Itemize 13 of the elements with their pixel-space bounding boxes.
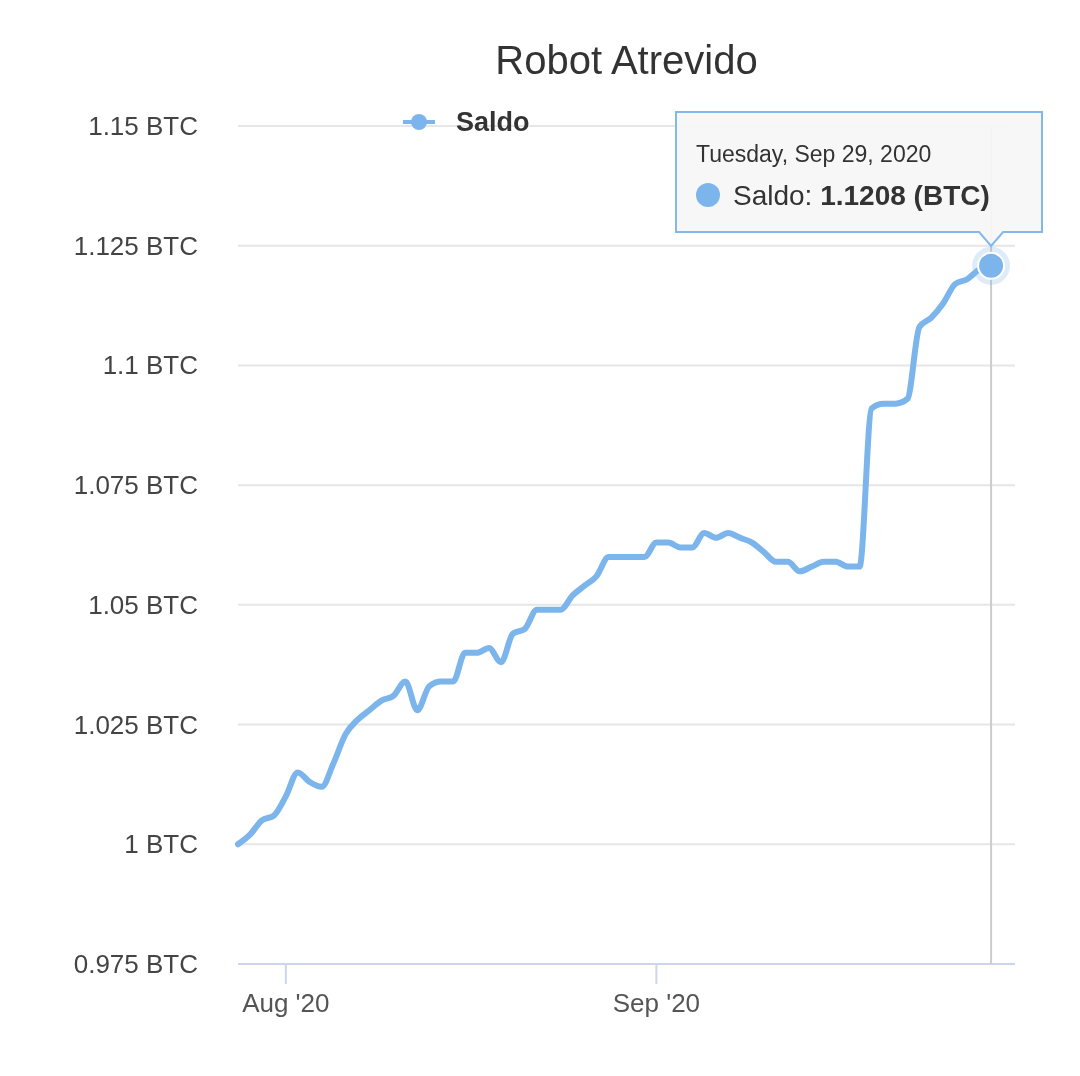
- y-tick-label: 1.1 BTC: [102, 350, 198, 381]
- y-tick-label: 0.975 BTC: [73, 949, 198, 979]
- chart-title: Robot Atrevido: [495, 38, 758, 82]
- legend-label: Saldo: [456, 107, 530, 137]
- y-tick-label: 1.05 BTC: [88, 589, 198, 620]
- y-tick-label: 1.125 BTC: [73, 230, 198, 261]
- y-tick-label: 1 BTC: [124, 829, 198, 860]
- y-tick-label: 1.025 BTC: [73, 709, 198, 740]
- x-tick-label: Aug '20: [242, 988, 330, 1018]
- annotation: Tuesday, Sep 29, 2020 Saldo: 1.1208 (BTC): [696, 141, 990, 211]
- x-tick-label: Sep '20: [612, 988, 701, 1018]
- y-tick-label: 1.075 BTC: [73, 470, 198, 501]
- y-tick-label: 1.15 BTC: [88, 111, 198, 141]
